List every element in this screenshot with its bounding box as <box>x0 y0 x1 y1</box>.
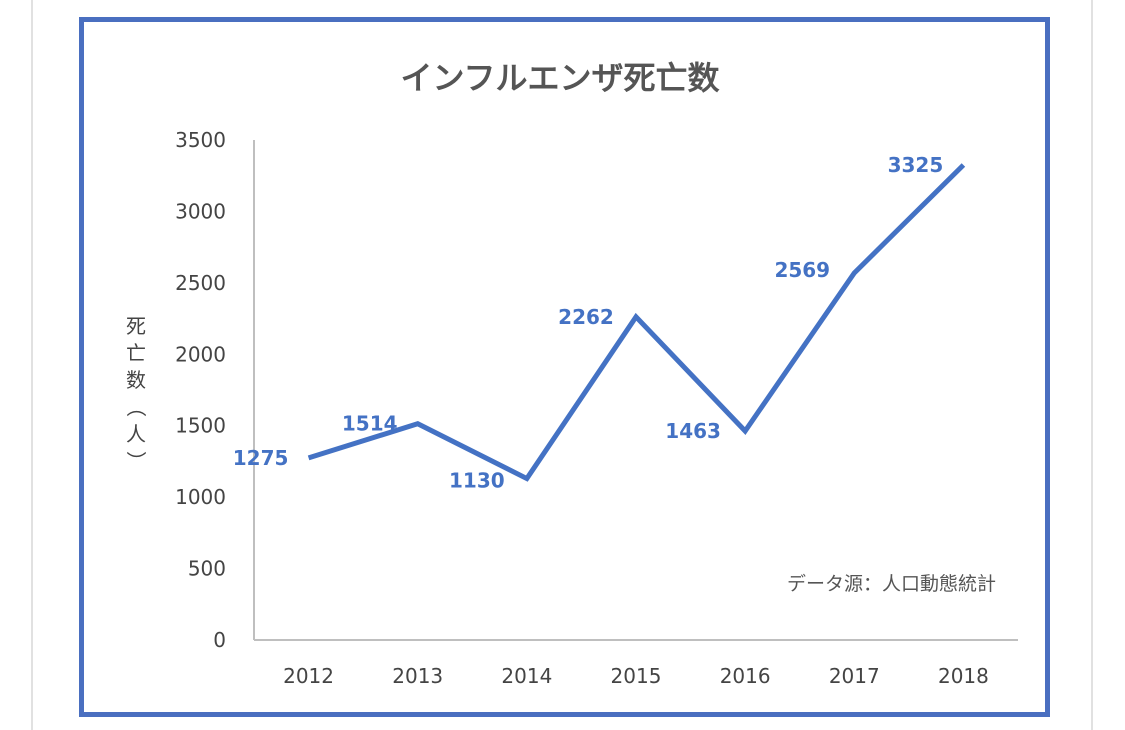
y-axis-title: 死亡数 （ 人 ） <box>124 314 148 471</box>
data-label: 1514 <box>342 412 398 436</box>
y-tick-label: 2500 <box>175 271 226 295</box>
data-label: 2569 <box>774 258 830 282</box>
chart-frame: インフルエンザ死亡数 死亡数 （ 人 ） 0 500 1000 1500 2000 2500 30… <box>79 17 1050 717</box>
y-tick-label: 0 <box>213 628 226 652</box>
series-group <box>307 163 966 482</box>
x-tick-label: 2016 <box>720 664 771 688</box>
y-tick-label: 1000 <box>175 485 226 509</box>
x-tick-label: 2014 <box>501 664 552 688</box>
data-label: 3325 <box>888 153 944 177</box>
x-tick-label: 2012 <box>283 664 334 688</box>
y-axis-title-char: 人 <box>126 422 146 446</box>
y-axis-title-char: （ <box>124 397 148 417</box>
y-tick-label: 3000 <box>175 199 226 223</box>
data-labels: 1275 1514 1130 2262 1463 2569 3325 <box>233 153 944 493</box>
y-tick-label: 1500 <box>175 414 226 438</box>
y-axis-title-char: ） <box>124 451 148 471</box>
data-label: 1275 <box>233 446 289 470</box>
y-axis-title-char: 数 <box>126 368 146 392</box>
data-label: 1463 <box>665 419 721 443</box>
y-tick-labels: 0 500 1000 1500 2000 2500 3000 3500 <box>175 128 226 652</box>
series-line <box>307 163 966 482</box>
y-axis-title-char: 亡 <box>126 341 146 365</box>
x-tick-label: 2017 <box>829 664 880 688</box>
x-tick-labels: 2012 2013 2014 2015 2016 2017 2018 <box>283 664 989 688</box>
chart-title: インフルエンザ死亡数 <box>400 59 720 97</box>
data-label: 2262 <box>558 305 614 329</box>
x-tick-label: 2015 <box>611 664 662 688</box>
x-tick-label: 2018 <box>938 664 989 688</box>
left-divider <box>31 0 33 730</box>
y-tick-label: 2000 <box>175 342 226 366</box>
x-tick-label: 2013 <box>392 664 443 688</box>
y-axis-title-char: 死 <box>126 314 146 338</box>
data-label: 1130 <box>449 469 505 493</box>
y-tick-label: 3500 <box>175 128 226 152</box>
source-annotation: データ源：人口動態統計 <box>787 573 996 595</box>
right-divider <box>1091 0 1093 730</box>
y-tick-label: 500 <box>188 557 226 581</box>
